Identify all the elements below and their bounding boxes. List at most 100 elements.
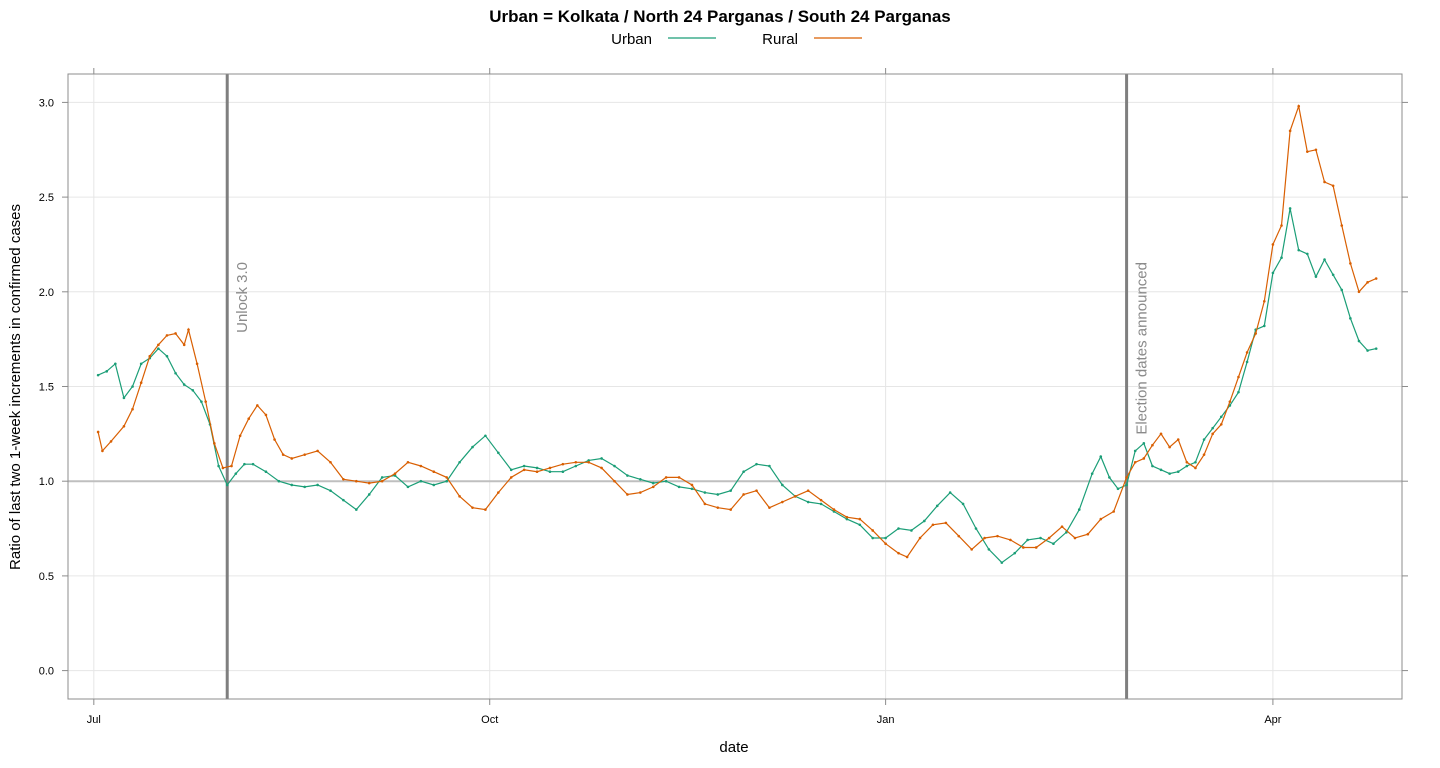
data-point: [432, 483, 436, 487]
data-point: [1357, 339, 1361, 343]
data-point: [626, 493, 629, 496]
data-point: [1262, 324, 1266, 328]
data-point: [742, 470, 745, 474]
data-point: [522, 464, 526, 468]
data-point: [1366, 349, 1369, 352]
data-point: [234, 472, 238, 475]
data-point: [101, 449, 104, 453]
data-point: [931, 523, 935, 527]
data-point: [187, 328, 190, 331]
y-tick-label: 1.5: [39, 382, 54, 394]
data-point: [182, 343, 186, 347]
y-tick-label: 2.5: [39, 192, 54, 204]
data-point: [1151, 464, 1154, 468]
data-point: [832, 510, 836, 513]
data-point: [613, 479, 616, 483]
data-point: [1357, 290, 1361, 294]
data-point: [217, 464, 220, 468]
data-point: [587, 459, 590, 462]
data-point: [497, 491, 500, 494]
data-point: [1374, 347, 1378, 350]
x-tick-label: Jan: [877, 714, 895, 726]
data-point: [342, 478, 345, 481]
data-point: [1331, 184, 1335, 188]
series: [96, 103, 1378, 564]
data-point: [884, 542, 887, 545]
data-point: [225, 483, 229, 487]
data-point: [1142, 442, 1146, 445]
data-point: [380, 476, 384, 479]
data-point: [114, 362, 117, 366]
data-point: [1314, 275, 1318, 278]
data-point: [329, 489, 332, 492]
data-point: [1271, 243, 1275, 246]
data-point: [1219, 423, 1223, 426]
data-point: [1340, 288, 1344, 292]
event-markers: Unlock 3.0 Election dates announced: [225, 74, 1151, 699]
event-label: Unlock 3.0: [234, 262, 251, 333]
data-point: [897, 527, 900, 530]
data-point: [329, 460, 332, 464]
y-tick-label: 0.0: [39, 666, 54, 678]
legend: Urban Rural: [611, 31, 862, 48]
data-point: [935, 504, 939, 508]
data-point: [983, 536, 986, 540]
data-point: [316, 449, 319, 453]
data-point: [419, 479, 423, 483]
data-point: [342, 498, 345, 502]
x-axis-label: date: [719, 739, 748, 756]
data-point: [1034, 546, 1038, 549]
data-point: [1228, 400, 1232, 403]
data-point: [639, 478, 642, 481]
data-point: [768, 464, 771, 468]
data-point: [1125, 476, 1128, 479]
data-point: [96, 373, 100, 377]
data-point: [1306, 150, 1309, 153]
data-point: [1245, 360, 1249, 364]
data-point: [755, 462, 758, 466]
chart-title: Urban = Kolkata / North 24 Parganas / So…: [489, 7, 951, 26]
data-point: [484, 434, 487, 438]
data-point: [651, 481, 655, 485]
data-point: [1349, 262, 1352, 265]
data-point: [918, 536, 922, 540]
data-point: [122, 396, 126, 400]
data-point: [1039, 536, 1042, 540]
data-point: [1280, 224, 1283, 227]
data-point: [1323, 258, 1326, 261]
data-point: [1176, 438, 1180, 441]
data-point: [509, 468, 513, 472]
data-point: [471, 506, 474, 510]
data-point: [243, 462, 246, 466]
data-point: [1202, 453, 1206, 456]
data-point: [832, 508, 836, 511]
data-point: [535, 470, 539, 474]
data-point: [316, 483, 319, 487]
data-point: [1090, 472, 1094, 475]
data-point: [290, 483, 294, 487]
data-point: [406, 485, 410, 489]
data-point: [367, 493, 371, 496]
data-point: [1340, 224, 1344, 227]
data-point: [165, 334, 169, 337]
data-point: [1133, 449, 1137, 453]
data-point: [1202, 438, 1206, 441]
data-point: [471, 445, 474, 449]
data-point: [1026, 538, 1029, 542]
data-point: [1047, 536, 1051, 540]
data-point: [703, 502, 707, 506]
data-point: [1331, 273, 1335, 277]
x-tick-label: Apr: [1264, 714, 1281, 726]
data-point: [729, 489, 732, 492]
data-point: [1185, 460, 1189, 464]
data-point: [157, 347, 160, 350]
data-point: [230, 464, 233, 468]
data-point: [1288, 129, 1292, 133]
y-tick-label: 0.5: [39, 571, 54, 583]
data-point: [1194, 466, 1197, 470]
data-point: [1211, 432, 1214, 436]
data-point: [445, 479, 448, 483]
data-point: [561, 470, 565, 474]
data-point: [213, 442, 216, 445]
